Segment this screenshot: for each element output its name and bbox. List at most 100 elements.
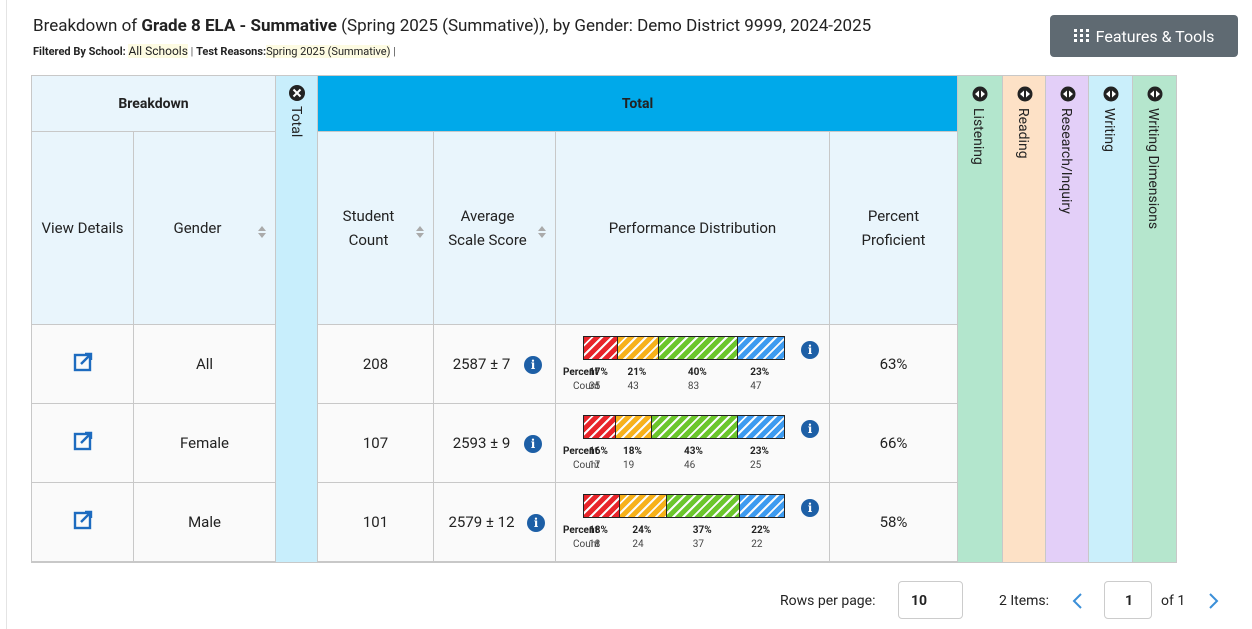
percent-label: 18% [589, 525, 608, 536]
table-cell: 66% [830, 404, 958, 483]
column-header: Performance Distribution [556, 132, 830, 325]
info-icon[interactable]: i [527, 514, 545, 532]
separator: | [393, 45, 396, 58]
expand-icon[interactable] [1017, 86, 1033, 106]
bar-segment [667, 495, 741, 517]
info-icon[interactable]: i [801, 499, 819, 517]
info-icon[interactable]: i [801, 341, 819, 359]
percent-label: 17% [589, 367, 608, 378]
count-label: 47 [750, 381, 762, 392]
view-details-icon[interactable] [73, 431, 93, 455]
side-column[interactable]: Writing [1089, 75, 1133, 563]
vertical-header: Writing Dimensions [1145, 108, 1161, 230]
count-label: 37 [692, 539, 705, 550]
table-cell: All [134, 325, 276, 404]
bar-segment [659, 337, 739, 359]
bar-segment [619, 495, 668, 517]
header-text: Percent Proficient [861, 207, 926, 249]
percent-label: 21% [627, 367, 647, 378]
count-label: 22 [751, 539, 763, 550]
next-button[interactable] [1205, 591, 1221, 611]
sort-icon[interactable] [415, 222, 425, 246]
table-cell: Percent Count 16% 17 18% 19 43% 46 23% 25 i [556, 404, 830, 483]
percent-proficient: 63% [879, 355, 908, 373]
bar-segment [584, 337, 618, 359]
view-details-icon[interactable] [73, 510, 93, 534]
bar-segment [617, 337, 660, 359]
table-cell: 208 [318, 325, 434, 404]
expand-icon[interactable] [972, 86, 988, 106]
percent-proficient: 58% [879, 513, 908, 531]
count-label: 18 [589, 539, 601, 550]
vertical-header: Total [288, 106, 304, 138]
table-cell [31, 404, 134, 483]
bar-segment [738, 416, 784, 438]
table-cell [31, 325, 134, 404]
grid-icon [1073, 29, 1089, 42]
count-label: 17 [589, 460, 601, 471]
filter-value[interactable]: Spring 2025 (Summative) [266, 45, 391, 58]
view-details-icon[interactable] [73, 352, 93, 376]
percent-label: 23% [750, 446, 769, 457]
column-header[interactable]: Average Scale Score [434, 132, 556, 325]
percent-label: 16% [589, 446, 608, 457]
expand-icon[interactable] [1147, 86, 1163, 106]
title-bold: Grade 8 ELA - Summative [141, 16, 337, 36]
dist-label: Count [573, 460, 600, 471]
student-count: 107 [362, 434, 389, 452]
sort-icon[interactable] [257, 222, 267, 246]
table-cell: 63% [830, 325, 958, 404]
features-button[interactable]: Features & Tools [1050, 15, 1238, 57]
page-input[interactable]: 1 [1104, 581, 1152, 619]
filter-label: Filtered By [33, 45, 86, 58]
count-label: 35 [589, 381, 601, 392]
student-count: 208 [362, 355, 389, 373]
count-label: 43 [627, 381, 639, 392]
prev-button[interactable] [1070, 591, 1086, 611]
header-text: Average Scale Score [448, 207, 527, 249]
vertical-header: Writing [1101, 108, 1117, 153]
bar-segment [738, 337, 784, 359]
side-column[interactable]: Reading [1003, 75, 1046, 563]
info-icon[interactable]: i [801, 420, 819, 438]
bar-segment [584, 495, 620, 517]
info-icon[interactable]: i [524, 356, 542, 374]
side-column[interactable]: Writing Dimensions [1133, 75, 1177, 563]
column-header[interactable]: Student Count [318, 132, 434, 325]
gender: All [195, 355, 214, 373]
column-header[interactable]: Gender [134, 132, 276, 325]
bar-segment [584, 416, 616, 438]
collapse-icon[interactable] [288, 84, 306, 106]
scale-score: 2579 ± 12 [448, 513, 515, 531]
table-cell: Male [134, 483, 276, 562]
vertical-header: Listening [970, 108, 986, 165]
filter-value[interactable]: All Schools [128, 44, 188, 58]
side-column[interactable]: Research/Inquiry [1046, 75, 1089, 563]
expand-icon[interactable] [1060, 86, 1076, 106]
expand-icon[interactable] [1103, 86, 1119, 106]
table-cell: Percent Count 18% 18 24% 24 37% 37 22% 22 i [556, 483, 830, 562]
table-cell: 107 [318, 404, 434, 483]
page-total: of 1 [1161, 593, 1186, 609]
table-cell: Percent Count 17% 35 21% 43 40% 83 23% 47 i [556, 325, 830, 404]
collapsed-column[interactable]: Total [276, 75, 318, 563]
percent-label: 43% [684, 446, 703, 457]
percent-label: 24% [632, 525, 652, 536]
side-column[interactable]: Listening [958, 75, 1003, 563]
sort-icon[interactable] [537, 222, 547, 246]
percent-proficient: 66% [879, 434, 908, 452]
gender: Female [179, 434, 229, 452]
group-header: Total [318, 75, 958, 132]
dist-label: Percent [563, 525, 598, 536]
title-text: (Spring 2025 (Summative)), by Gender: De… [336, 16, 872, 36]
separator: | [190, 45, 194, 58]
filter-label: School: [88, 45, 126, 58]
filter-label: Test Reasons: [196, 45, 267, 58]
rows-select[interactable]: 10 [898, 581, 963, 619]
percent-label: 22% [751, 525, 771, 536]
table-cell: 101 [318, 483, 434, 562]
rows-label: Rows per page: [780, 593, 876, 609]
percent-label: 18% [623, 446, 642, 457]
info-icon[interactable]: i [524, 435, 542, 453]
